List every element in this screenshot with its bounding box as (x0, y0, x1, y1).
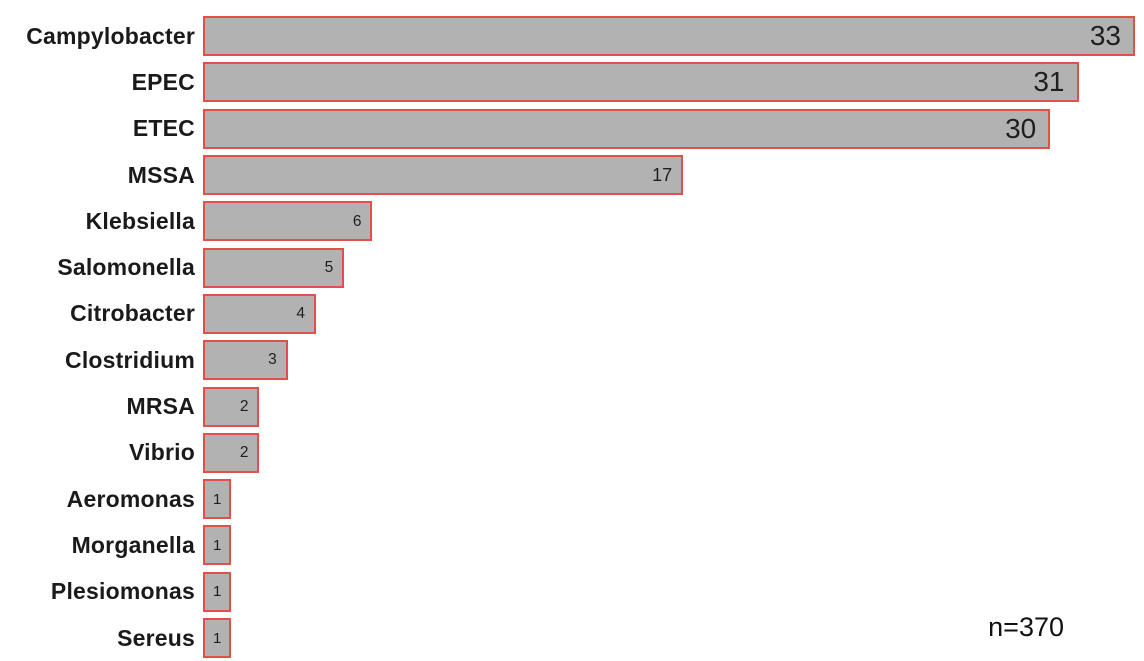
category-label: EPEC (131, 68, 195, 95)
bar-track: 1 (203, 479, 1144, 520)
bar: 1 (203, 571, 232, 612)
category-label: Morganella (71, 531, 195, 558)
bar-track: 33 (203, 16, 1144, 57)
bar-track: 17 (203, 155, 1144, 196)
chart-row: Morganella 1 (0, 522, 1144, 568)
bar-track: 5 (203, 247, 1144, 288)
category-label: MSSA (127, 161, 195, 188)
bar-track: 1 (203, 571, 1144, 612)
value-label: 1 (212, 536, 222, 554)
category-label: Aeromonas (66, 485, 195, 512)
value-label: 17 (652, 165, 673, 186)
bar: 31 (203, 62, 1079, 103)
bar: 1 (203, 525, 232, 566)
sample-size-annotation: n=370 (988, 612, 1064, 642)
value-label: 30 (1005, 112, 1037, 144)
bar-track: 3 (203, 340, 1144, 381)
bar-chart-rows: Campylobacter 33 EPEC 31 ETEC 30 MSSA 17 Klebsie… (0, 13, 1144, 661)
category-label: MRSA (126, 393, 195, 420)
bar: 1 (203, 618, 232, 658)
chart-row: Sereus 1 (0, 615, 1144, 661)
chart-row: Aeromonas 1 (0, 476, 1144, 522)
chart-row: Klebsiella 6 (0, 198, 1144, 244)
bar-track: 31 (203, 62, 1144, 103)
category-label: Salomonella (57, 254, 195, 281)
category-label: Plesiomonas (50, 578, 195, 605)
bar: 17 (203, 155, 684, 196)
chart-row: Plesiomonas 1 (0, 569, 1144, 615)
value-label: 1 (212, 583, 222, 601)
bar: 4 (203, 293, 316, 334)
chart-row: MRSA 2 (0, 383, 1144, 429)
value-label: 1 (212, 490, 222, 508)
chart-row: Citrobacter 4 (0, 291, 1144, 337)
chart-row: ETEC 30 (0, 106, 1144, 152)
value-label: 33 (1089, 20, 1121, 52)
value-label: 2 (239, 444, 249, 462)
category-label: Sereus (117, 624, 195, 651)
bar-track: 4 (203, 293, 1144, 334)
category-label: Clostridium (65, 346, 195, 373)
bar: 2 (203, 386, 260, 427)
bar-track: 2 (203, 432, 1144, 473)
value-label: 3 (268, 351, 277, 369)
value-label: 1 (212, 629, 222, 647)
bar-track: 6 (203, 201, 1144, 242)
chart-row: Salomonella 5 (0, 244, 1144, 290)
bar-track: 2 (203, 386, 1144, 427)
bar-track: 30 (203, 108, 1144, 149)
bar: 1 (203, 479, 232, 520)
category-label: Citrobacter (70, 300, 195, 327)
bar: 2 (203, 432, 260, 473)
bar: 30 (203, 108, 1051, 149)
category-label: Campylobacter (26, 22, 195, 49)
bar: 33 (203, 16, 1135, 57)
bar: 3 (203, 340, 288, 381)
bar-track: 1 (203, 525, 1144, 566)
chart-row: Clostridium 3 (0, 337, 1144, 383)
value-label: 31 (1033, 66, 1065, 98)
value-label: 5 (324, 258, 334, 276)
chart-row: MSSA 17 (0, 152, 1144, 198)
bar: 5 (203, 247, 345, 288)
category-label: Klebsiella (85, 207, 195, 234)
chart-row: Vibrio 2 (0, 430, 1144, 476)
value-label: 2 (239, 397, 249, 415)
category-label: Vibrio (129, 439, 195, 466)
category-label: ETEC (132, 115, 195, 142)
chart-row: Campylobacter 33 (0, 13, 1144, 59)
chart-row: EPEC 31 (0, 59, 1144, 105)
value-label: 4 (296, 305, 305, 323)
bar: 6 (203, 201, 373, 242)
bar-track: 1 (203, 618, 1144, 658)
value-label: 6 (352, 212, 362, 230)
